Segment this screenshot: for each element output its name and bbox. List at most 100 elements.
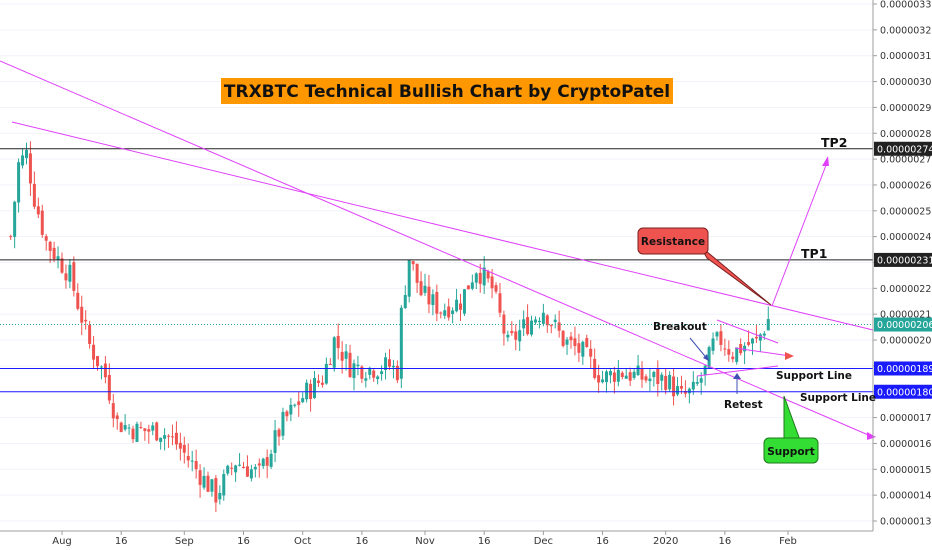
y-tick-label: 0.00000320 xyxy=(880,25,932,36)
candle-body xyxy=(581,341,585,357)
descending-trendline-upper xyxy=(11,121,874,331)
candle-body xyxy=(695,382,699,384)
candle-body xyxy=(159,437,163,442)
candle-body xyxy=(679,386,683,389)
candle-body xyxy=(320,382,324,385)
candle-body xyxy=(498,293,502,313)
candle-body xyxy=(24,149,28,159)
x-tick-label: Sep xyxy=(175,536,194,547)
candle-body xyxy=(439,312,443,314)
candle-body xyxy=(762,333,766,336)
candle-body xyxy=(186,456,190,461)
candle-body xyxy=(368,367,372,375)
candle-body xyxy=(478,272,482,284)
candle-body xyxy=(747,342,751,345)
y-tick-label: 0.00000210 xyxy=(880,310,932,321)
candle-body xyxy=(431,294,435,306)
candle-body xyxy=(518,330,522,342)
time-axis[interactable]: Aug 16 Sep 16 Oct 16 Nov 16 Dec 16 2020 16 Feb xyxy=(52,531,797,547)
x-tick-label: 16 xyxy=(719,536,732,547)
candles xyxy=(9,141,770,513)
price-tag-tp1-text: 0.00000231 xyxy=(877,255,932,266)
candle-body xyxy=(96,356,100,367)
candle-body xyxy=(589,348,593,357)
y-tick-label: 0.00000270 xyxy=(880,155,932,166)
candle-body xyxy=(427,286,431,305)
y-tick-label: 0.00000160 xyxy=(880,439,932,450)
candle-body xyxy=(265,457,269,466)
candle-body xyxy=(395,365,399,381)
support-callout-box xyxy=(763,437,819,464)
candle-body xyxy=(549,325,553,327)
candle-body xyxy=(293,404,297,406)
candle-body xyxy=(190,460,194,462)
candle-body xyxy=(530,320,534,335)
price-tags: 0.00000274 0.00000231 0.00000206 0.00000189… xyxy=(874,141,932,399)
candle-body xyxy=(155,422,159,441)
candle-body xyxy=(313,377,317,399)
candle-body xyxy=(40,210,44,235)
price-tag-tp2-text: 0.00000274 xyxy=(877,144,932,155)
candle-body xyxy=(522,319,526,329)
candle-body xyxy=(52,247,56,260)
candle-body xyxy=(648,378,652,382)
candle-body xyxy=(182,444,186,453)
candle-body xyxy=(115,415,119,420)
candle-body xyxy=(486,271,490,279)
candle-body xyxy=(170,436,174,438)
candle-body xyxy=(234,465,238,473)
y-tick-label: 0.00000170 xyxy=(880,413,932,424)
candle-body xyxy=(573,338,577,347)
candle-body xyxy=(711,338,715,351)
price-tag-support-upper-box xyxy=(874,361,932,376)
candle-body xyxy=(533,319,537,323)
candle-body xyxy=(13,201,17,237)
candle-body xyxy=(305,382,309,400)
resistance-callout-box xyxy=(637,227,709,255)
candle-body xyxy=(9,236,13,238)
candle-body xyxy=(249,469,253,479)
descending-trendline-long xyxy=(0,60,874,438)
candle-body xyxy=(328,363,332,365)
breakout-label: Breakout xyxy=(653,321,707,333)
tp2-projection-arrow xyxy=(771,159,829,307)
y-tick-label: 0.00000130 xyxy=(880,517,932,528)
candle-body xyxy=(723,348,727,350)
candle-body xyxy=(557,322,561,331)
candle-body xyxy=(727,349,731,355)
candle-body xyxy=(297,401,301,405)
support-line-label-lower: Support Line xyxy=(800,392,876,404)
candle-body xyxy=(151,425,155,431)
candle-body xyxy=(21,155,25,166)
candle-body xyxy=(202,475,206,488)
candle-body xyxy=(703,365,707,375)
candle-body xyxy=(242,466,245,469)
tp2-arrowhead xyxy=(822,156,829,166)
candle-body xyxy=(455,299,459,312)
candle-body xyxy=(502,314,506,334)
candle-body xyxy=(253,466,257,470)
candle-body xyxy=(577,343,581,353)
candle-body xyxy=(174,432,178,445)
resistance-callout: Resistance xyxy=(637,227,772,306)
y-tick-label: 0.00000240 xyxy=(880,232,932,243)
candle-body xyxy=(407,259,411,297)
candle-body xyxy=(147,429,151,432)
candle-body xyxy=(735,347,739,362)
candle-body xyxy=(285,411,289,417)
candle-body xyxy=(92,344,96,360)
candle-body xyxy=(139,426,143,428)
chart-title-background xyxy=(221,78,673,104)
triangle-lower-edge xyxy=(696,365,779,377)
y-tick-label: 0.00000330 xyxy=(880,0,932,11)
candle-body xyxy=(281,412,285,436)
candle-body xyxy=(324,363,328,384)
candle-body xyxy=(699,378,703,383)
candle-body xyxy=(585,338,589,348)
trendline-arrowhead xyxy=(867,432,876,440)
x-tick-label: Dec xyxy=(534,536,553,547)
candle-body xyxy=(360,366,364,379)
candle-body xyxy=(119,422,123,433)
triangle-upper-edge xyxy=(716,319,779,344)
